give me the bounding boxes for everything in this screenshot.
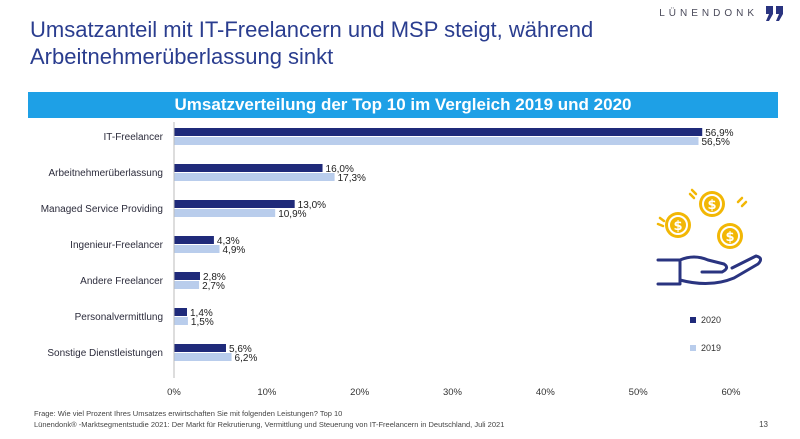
bar-2019 bbox=[174, 173, 335, 181]
data-label: 5,6% bbox=[229, 344, 252, 355]
data-label: 16,0% bbox=[326, 164, 354, 175]
data-label: 2,8% bbox=[203, 272, 226, 283]
bar-2020 bbox=[174, 308, 187, 316]
x-tick-label: 60% bbox=[721, 387, 741, 398]
chart-title-banner: Umsatzverteilung der Top 10 im Vergleich… bbox=[28, 92, 778, 118]
data-label: 2,7% bbox=[202, 281, 225, 292]
bar-chart: IT-Freelancer 56,9%56,5% Arbeitnehmerüberl… bbox=[41, 122, 741, 398]
category-label: Arbeitnehmerüberlassung bbox=[48, 168, 163, 179]
footer-source: Lünendonk® -Marktsegmentstudie 2021: Der… bbox=[34, 420, 505, 429]
category-label: IT-Freelancer bbox=[104, 132, 164, 143]
bar-2019 bbox=[174, 353, 232, 361]
coin-icon: $ bbox=[665, 212, 691, 238]
data-label: 1,5% bbox=[191, 317, 214, 328]
svg-text:$: $ bbox=[673, 219, 682, 234]
bar-2019 bbox=[174, 281, 200, 289]
category-label: Managed Service Providing bbox=[41, 204, 163, 215]
page-headline: Umsatzanteil mit IT-Freelancern und MSP … bbox=[30, 17, 594, 69]
bar-2020 bbox=[174, 200, 295, 208]
x-tick-label: 30% bbox=[443, 387, 463, 398]
bar-2020 bbox=[174, 272, 200, 280]
bar-2020 bbox=[174, 344, 226, 352]
data-label: 6,2% bbox=[235, 353, 258, 364]
bar-2020 bbox=[174, 164, 323, 172]
category-label: Andere Freelancer bbox=[80, 276, 163, 287]
svg-text:$: $ bbox=[725, 230, 734, 245]
bar-2020 bbox=[174, 128, 703, 136]
legend-swatch bbox=[690, 345, 696, 351]
hand-with-coins-icon: $ $ $ bbox=[656, 188, 763, 286]
bar-2019 bbox=[174, 245, 220, 253]
page-number: 13 bbox=[759, 420, 768, 429]
data-label: 17,3% bbox=[338, 173, 366, 184]
bar-2019 bbox=[174, 209, 276, 217]
data-label: 1,4% bbox=[190, 308, 213, 319]
data-label: 56,9% bbox=[705, 128, 733, 139]
bar-2019 bbox=[174, 317, 188, 325]
coin-icon: $ bbox=[699, 191, 725, 217]
legend-label: 2019 bbox=[701, 343, 721, 353]
x-tick-label: 40% bbox=[536, 387, 556, 398]
x-tick-label: 50% bbox=[629, 387, 649, 398]
x-tick-label: 20% bbox=[350, 387, 370, 398]
bar-2019 bbox=[174, 137, 699, 145]
footer-question: Frage: Wie viel Prozent Ihres Umsatzes e… bbox=[34, 409, 343, 418]
coin-icon: $ bbox=[717, 223, 743, 249]
svg-text:$: $ bbox=[707, 198, 716, 213]
x-tick-label: 0% bbox=[167, 387, 181, 398]
x-tick-label: 10% bbox=[257, 387, 277, 398]
quote-mark-icon bbox=[766, 6, 783, 21]
data-label: 13,0% bbox=[298, 200, 326, 211]
data-label: 56,5% bbox=[702, 137, 730, 148]
category-label: Ingenieur-Freelancer bbox=[70, 240, 163, 251]
data-label: 4,9% bbox=[222, 245, 245, 256]
bar-2020 bbox=[174, 236, 214, 244]
data-label: 4,3% bbox=[217, 236, 240, 247]
category-label: Sonstige Dienstleistungen bbox=[47, 348, 163, 359]
legend-label: 2020 bbox=[701, 315, 721, 325]
data-label: 10,9% bbox=[278, 209, 306, 220]
brand-name: LÜNENDONK bbox=[659, 8, 758, 19]
brand-logo: LÜNENDONK bbox=[659, 4, 786, 22]
legend-swatch bbox=[690, 317, 696, 323]
category-label: Personalvermittlung bbox=[75, 312, 163, 323]
